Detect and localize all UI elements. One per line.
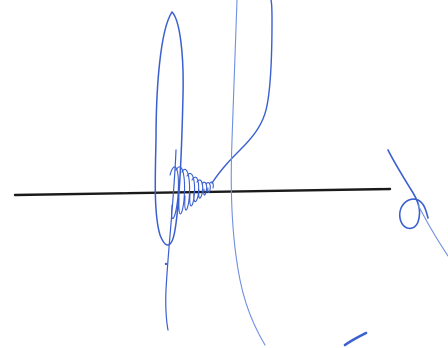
signature-coil xyxy=(169,166,214,220)
signature-right-tail xyxy=(417,204,448,257)
signature-dot xyxy=(164,262,168,266)
signature-right-loop xyxy=(387,149,429,230)
signature-tall-loop xyxy=(154,10,184,246)
signature-left-descender xyxy=(165,149,177,331)
signature-connector xyxy=(211,0,273,184)
signature-right-stroke xyxy=(230,0,266,346)
signature-bottom-flick xyxy=(343,331,368,347)
